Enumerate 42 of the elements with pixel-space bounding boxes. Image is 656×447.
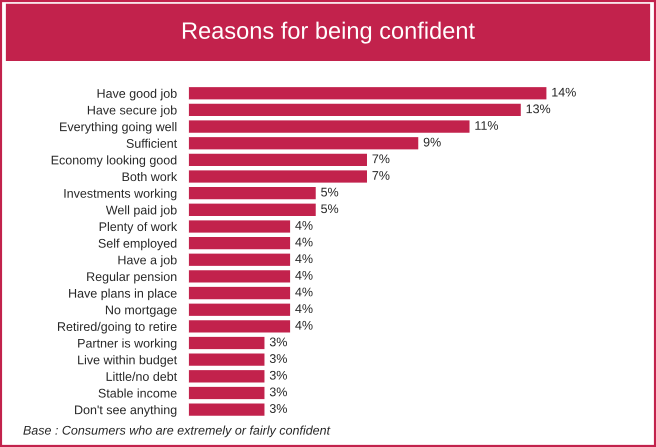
y-tick-label: Partner is working [78, 338, 176, 350]
y-tick-label: Have plans in place [69, 288, 177, 300]
y-tick-label: Regular pension [87, 272, 176, 284]
y-tick-label: Have a job [118, 255, 177, 267]
y-tick-label: Retired/going to retire [58, 322, 177, 334]
y-tick-label: Economy looking good [52, 155, 176, 167]
data-label: 14% [552, 88, 576, 97]
y-tick-label: Have good job [98, 88, 177, 100]
data-label: 3% [270, 370, 287, 380]
y-tick-label: Little/no debt [106, 372, 178, 381]
data-label: 7% [372, 154, 390, 164]
data-label: 11% [475, 121, 498, 130]
y-tick-label: Investments working [64, 188, 176, 200]
y-tick-label: Sufficient [126, 138, 178, 148]
chart-title: Reasons for being confident [182, 22, 475, 44]
y-tick-label: Live within budget [78, 355, 178, 367]
y-tick-label: Don't see anything [75, 405, 176, 417]
y-tick-label: No mortgage [106, 306, 177, 317]
data-label: 13% [526, 104, 550, 114]
data-label: 5% [321, 188, 338, 197]
data-label: 3% [270, 338, 287, 346]
data-label: 4% [295, 270, 313, 280]
y-tick-label: Self employed [98, 238, 176, 250]
data-label: 7% [372, 171, 390, 180]
y-tick-label: Everything going well [60, 122, 176, 134]
y-tick-label: Both work [122, 172, 178, 182]
y-tick-label: Stable income [98, 388, 177, 398]
data-label: 3% [270, 387, 287, 396]
data-label: 4% [295, 320, 313, 330]
data-label: 4% [295, 221, 313, 230]
data-label: 4% [295, 254, 313, 264]
y-tick-label: Plenty of work [100, 222, 178, 234]
data-label: 5% [321, 204, 338, 214]
data-label: 4% [295, 238, 313, 246]
data-label: 9% [424, 138, 441, 147]
data-label: 4% [295, 304, 313, 314]
text: Base : Consumers who are extremely or fairly confident [23, 426, 330, 438]
data-label: 3% [270, 404, 287, 413]
y-tick-label: Have secure job [88, 105, 177, 118]
data-label: 4% [295, 288, 313, 296]
y-tick-label: Well paid job [106, 205, 177, 217]
data-label: 3% [270, 354, 287, 364]
